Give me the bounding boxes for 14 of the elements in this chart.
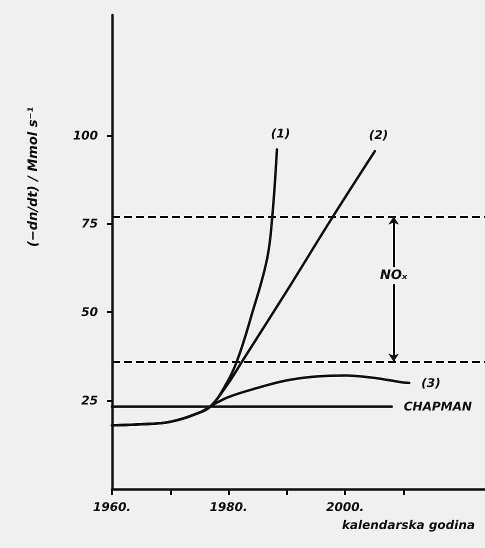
x-tick-label: 2000. — [326, 500, 364, 514]
series-label: (1) — [270, 126, 290, 140]
series-label: (3) — [421, 376, 441, 390]
x-tick-label: 1960. — [93, 500, 131, 514]
y-tick-label: 25 — [81, 394, 98, 408]
y-tick-label: 50 — [81, 305, 98, 320]
annotation: NOₓ — [380, 268, 408, 284]
series-label: CHAPMAN — [404, 400, 472, 414]
y-tick-label: 100 — [72, 128, 98, 142]
series-label: (2) — [368, 128, 388, 142]
x-tick-label: 1980. — [210, 500, 248, 514]
y-tick-label: 75 — [81, 216, 98, 231]
y-axis-title: (−dn/dt) / Mmol s⁻¹ — [26, 106, 41, 248]
x-axis-title: kalendarska godina — [342, 518, 475, 532]
